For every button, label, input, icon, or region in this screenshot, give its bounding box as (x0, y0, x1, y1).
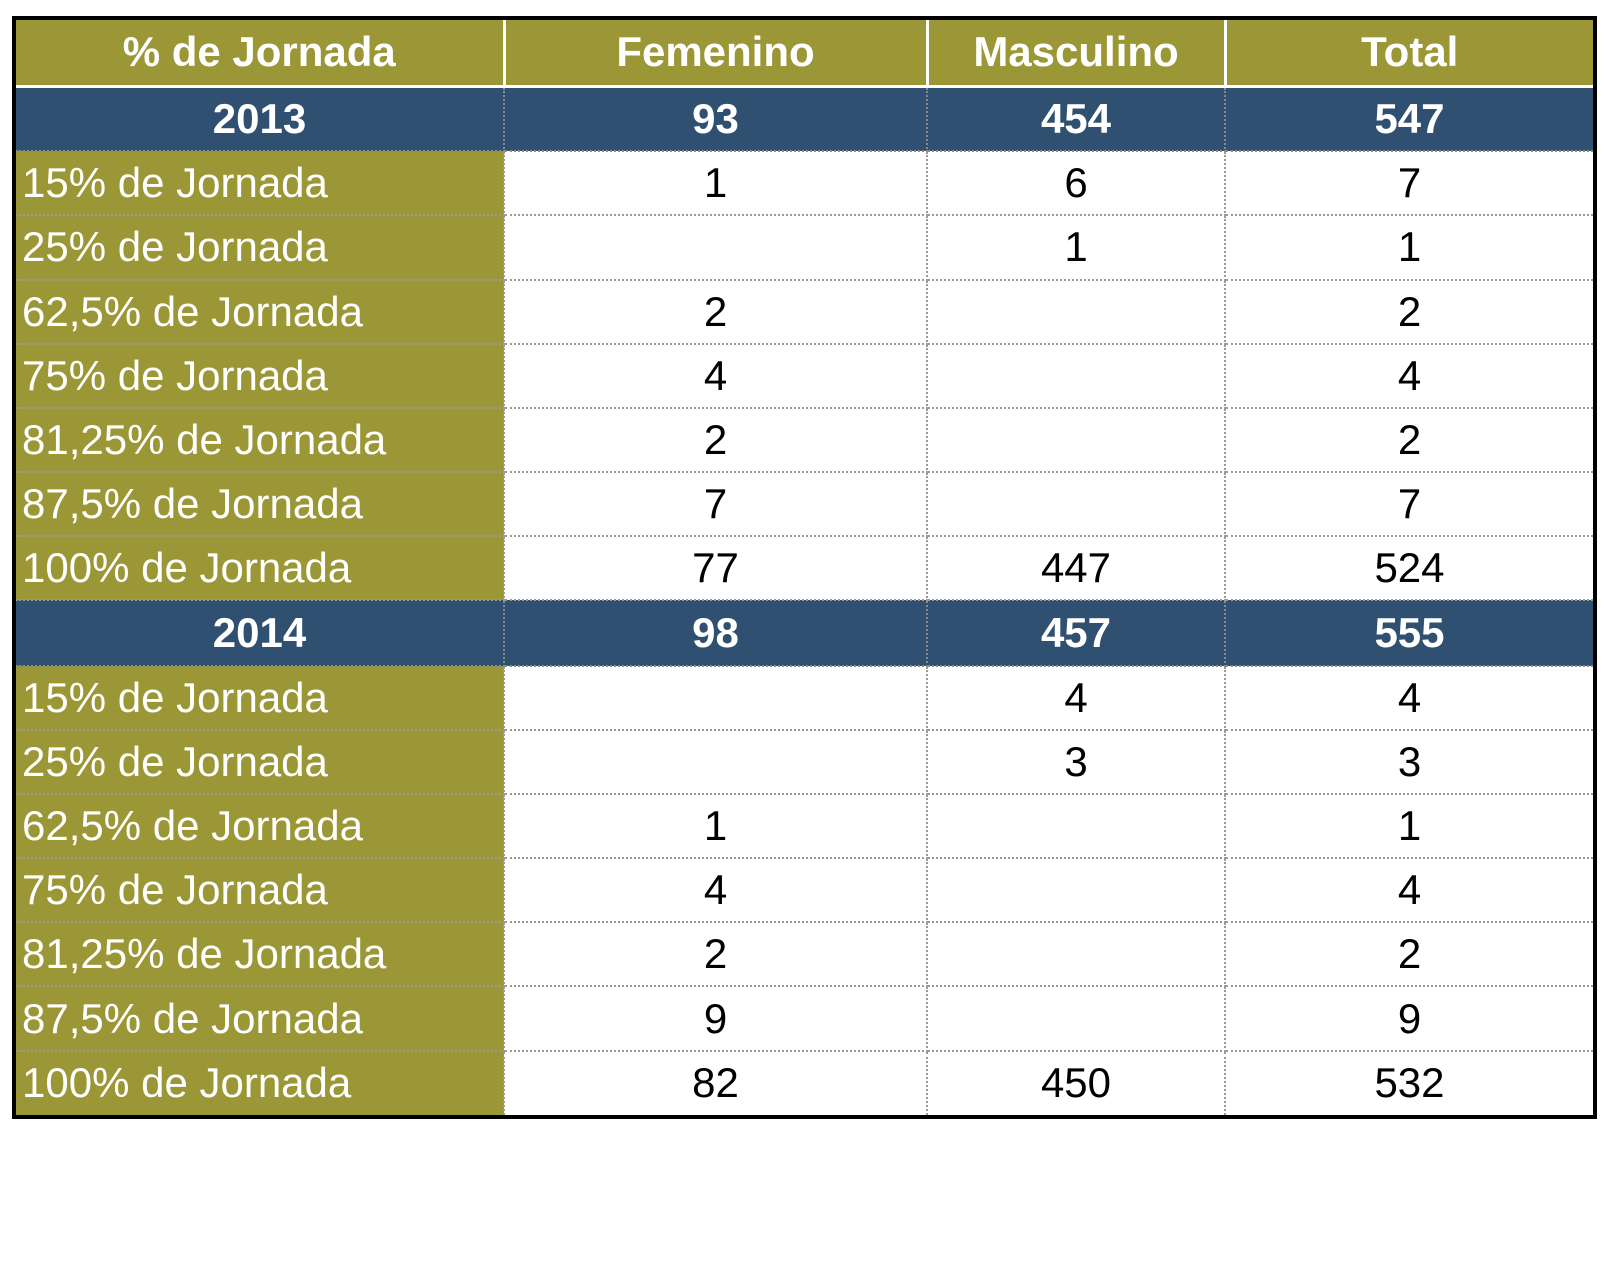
masculino-cell (927, 986, 1226, 1052)
femenino-cell: 4 (504, 343, 928, 409)
femenino-cell: 77 (504, 536, 928, 602)
table-row: 15% de Jornada 1 6 7 (16, 151, 1593, 217)
table-row: 87,5% de Jornada 7 7 (16, 472, 1593, 538)
femenino-cell: 1 (504, 793, 928, 860)
masculino-cell (927, 858, 1226, 924)
year-cell: 2014 (16, 600, 505, 667)
jornada-label-cell: 15% de Jornada (16, 151, 505, 217)
femenino-cell: 1 (504, 151, 928, 217)
masculino-cell: 1 (927, 215, 1226, 281)
header-femenino: Femenino (504, 20, 929, 88)
jornada-table: % de Jornada Femenino Masculino Total 20… (16, 20, 1593, 1115)
total-cell: 3 (1225, 729, 1593, 795)
table-row: 87,5% de Jornada 9 9 (16, 986, 1593, 1052)
total-cell: 1 (1225, 793, 1593, 860)
header-masculino: Masculino (927, 20, 1227, 88)
masculino-cell: 450 (927, 1050, 1226, 1115)
year-total-cell: 555 (1225, 600, 1593, 667)
table-row: 75% de Jornada 4 4 (16, 858, 1593, 924)
femenino-cell (504, 729, 928, 795)
header-total: Total (1225, 20, 1593, 88)
year-femenino-cell: 98 (504, 600, 928, 667)
total-cell: 2 (1225, 922, 1593, 988)
masculino-cell: 6 (927, 151, 1226, 217)
year-cell: 2013 (16, 86, 505, 153)
femenino-cell: 2 (504, 279, 928, 345)
total-cell: 4 (1225, 858, 1593, 924)
table-row: 62,5% de Jornada 1 1 (16, 793, 1593, 860)
masculino-cell: 3 (927, 729, 1226, 795)
masculino-cell (927, 407, 1226, 474)
jornada-label-cell: 25% de Jornada (16, 729, 505, 795)
year-total-cell: 547 (1225, 86, 1593, 153)
jornada-label-cell: 15% de Jornada (16, 665, 505, 731)
table-body: 2013 93 454 547 15% de Jornada 1 6 7 25% de Jorn… (16, 86, 1593, 1115)
masculino-cell (927, 343, 1226, 409)
femenino-cell (504, 665, 928, 731)
total-cell: 4 (1225, 343, 1593, 409)
total-cell: 524 (1225, 536, 1593, 602)
table-row: 62,5% de Jornada 2 2 (16, 279, 1593, 345)
jornada-label-cell: 75% de Jornada (16, 343, 505, 409)
year-summary-row: 2013 93 454 547 (16, 86, 1593, 153)
header-jornada: % de Jornada (16, 20, 506, 88)
masculino-cell: 447 (927, 536, 1226, 602)
jornada-label-cell: 25% de Jornada (16, 215, 505, 281)
year-masculino-cell: 454 (927, 86, 1226, 153)
total-cell: 4 (1225, 665, 1593, 731)
total-cell: 2 (1225, 407, 1593, 474)
jornada-label-cell: 100% de Jornada (16, 1050, 505, 1115)
table-row: 81,25% de Jornada 2 2 (16, 922, 1593, 988)
jornada-table-container: % de Jornada Femenino Masculino Total 20… (12, 16, 1597, 1119)
table-row: 25% de Jornada 3 3 (16, 729, 1593, 795)
jornada-label-cell: 100% de Jornada (16, 536, 505, 602)
masculino-cell (927, 279, 1226, 345)
total-cell: 532 (1225, 1050, 1593, 1115)
table-row: 25% de Jornada 1 1 (16, 215, 1593, 281)
jornada-label-cell: 75% de Jornada (16, 858, 505, 924)
table-row: 100% de Jornada 82 450 532 (16, 1050, 1593, 1115)
femenino-cell: 82 (504, 1050, 928, 1115)
total-cell: 1 (1225, 215, 1593, 281)
jornada-label-cell: 87,5% de Jornada (16, 986, 505, 1052)
jornada-label-cell: 62,5% de Jornada (16, 793, 505, 860)
total-cell: 2 (1225, 279, 1593, 345)
total-cell: 7 (1225, 472, 1593, 538)
femenino-cell: 2 (504, 922, 928, 988)
masculino-cell (927, 922, 1226, 988)
masculino-cell: 4 (927, 665, 1226, 731)
femenino-cell: 7 (504, 472, 928, 538)
table-row: 100% de Jornada 77 447 524 (16, 536, 1593, 602)
jornada-label-cell: 81,25% de Jornada (16, 407, 505, 474)
femenino-cell: 9 (504, 986, 928, 1052)
table-header-row: % de Jornada Femenino Masculino Total (16, 20, 1593, 88)
masculino-cell (927, 793, 1226, 860)
femenino-cell (504, 215, 928, 281)
masculino-cell (927, 472, 1226, 538)
femenino-cell: 4 (504, 858, 928, 924)
total-cell: 9 (1225, 986, 1593, 1052)
table-row: 81,25% de Jornada 2 2 (16, 407, 1593, 474)
total-cell: 7 (1225, 151, 1593, 217)
jornada-label-cell: 62,5% de Jornada (16, 279, 505, 345)
year-masculino-cell: 457 (927, 600, 1226, 667)
femenino-cell: 2 (504, 407, 928, 474)
year-summary-row: 2014 98 457 555 (16, 600, 1593, 667)
table-row: 15% de Jornada 4 4 (16, 665, 1593, 731)
year-femenino-cell: 93 (504, 86, 928, 153)
jornada-label-cell: 81,25% de Jornada (16, 922, 505, 988)
jornada-label-cell: 87,5% de Jornada (16, 472, 505, 538)
table-row: 75% de Jornada 4 4 (16, 343, 1593, 409)
